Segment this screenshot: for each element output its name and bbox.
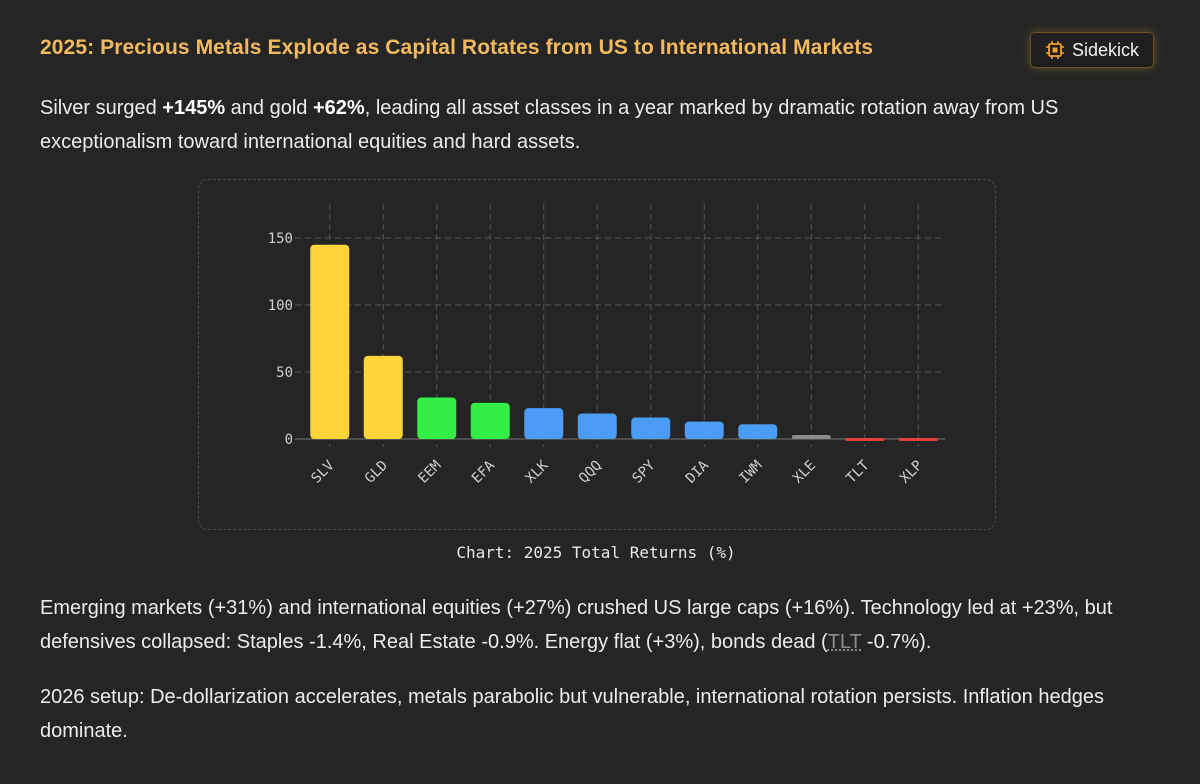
bar-eem[interactable] (417, 397, 457, 439)
chip-icon (1045, 41, 1064, 59)
y-tick-label: 50 (276, 365, 293, 381)
intro-mid: and gold (225, 97, 313, 119)
bar-xlp[interactable] (898, 438, 938, 441)
y-tick-label: 100 (268, 298, 293, 314)
x-tick-label: GLD (362, 458, 391, 487)
page-title: 2025: Precious Metals Explode as Capital… (40, 36, 874, 59)
x-tick-label: XLE (790, 458, 819, 487)
intro-paragraph: Silver surged +145% and gold +62%, leadi… (40, 91, 1160, 159)
analysis-paragraph: Emerging markets (+31%) and internationa… (40, 591, 1170, 659)
bar-efa[interactable] (470, 402, 510, 439)
x-tick-label: IWM (736, 458, 765, 487)
x-tick-label: QQQ (576, 458, 605, 487)
chart-container (198, 179, 996, 530)
x-tick-label: XLK (522, 457, 552, 487)
bar-tlt[interactable] (845, 438, 885, 441)
bar-slv[interactable] (310, 244, 350, 439)
x-tick-label: EEM (415, 458, 444, 487)
y-tick-label: 0 (285, 432, 293, 448)
bar-gld[interactable] (363, 355, 403, 439)
x-tick-label: XLP (897, 458, 926, 487)
silver-return: +145% (162, 97, 226, 119)
bar-qqq[interactable] (577, 413, 617, 439)
analysis-start: Emerging markets (+31%) and internationa… (40, 597, 1113, 653)
bar-dia[interactable] (684, 421, 724, 439)
bar-iwm[interactable] (738, 424, 778, 439)
returns-bar-chart: 0 50 100 150 SLV GLD EEM EFA XLK QQQ SPY DIA IWM XLE T… (268, 204, 945, 487)
sidekick-label: Sidekick (1071, 39, 1140, 60)
intro-end: , leading all asset classes in a year ma… (40, 97, 1059, 153)
x-tick-label: SLV (308, 457, 338, 487)
sidekick-button[interactable]: Sidekick (1030, 32, 1154, 68)
analysis-end: -0.7%). (861, 631, 932, 653)
x-tick-label: TLT (843, 457, 873, 487)
bar-xlk[interactable] (524, 408, 564, 439)
chart-caption: Chart: 2025 Total Returns (%) (456, 543, 736, 562)
tlt-link[interactable]: TLT (827, 631, 862, 653)
x-tick-label: DIA (683, 457, 713, 487)
intro-start: Silver surged (40, 97, 163, 119)
bar-spy[interactable] (631, 417, 671, 439)
x-tick-label: SPY (629, 457, 659, 487)
y-tick-label: 150 (268, 231, 293, 247)
bar-xle[interactable] (791, 434, 831, 439)
outlook-paragraph: 2026 setup: De-dollarization accelerates… (40, 686, 1104, 742)
gold-return: +62% (312, 97, 365, 119)
x-tick-label: EFA (469, 457, 499, 487)
